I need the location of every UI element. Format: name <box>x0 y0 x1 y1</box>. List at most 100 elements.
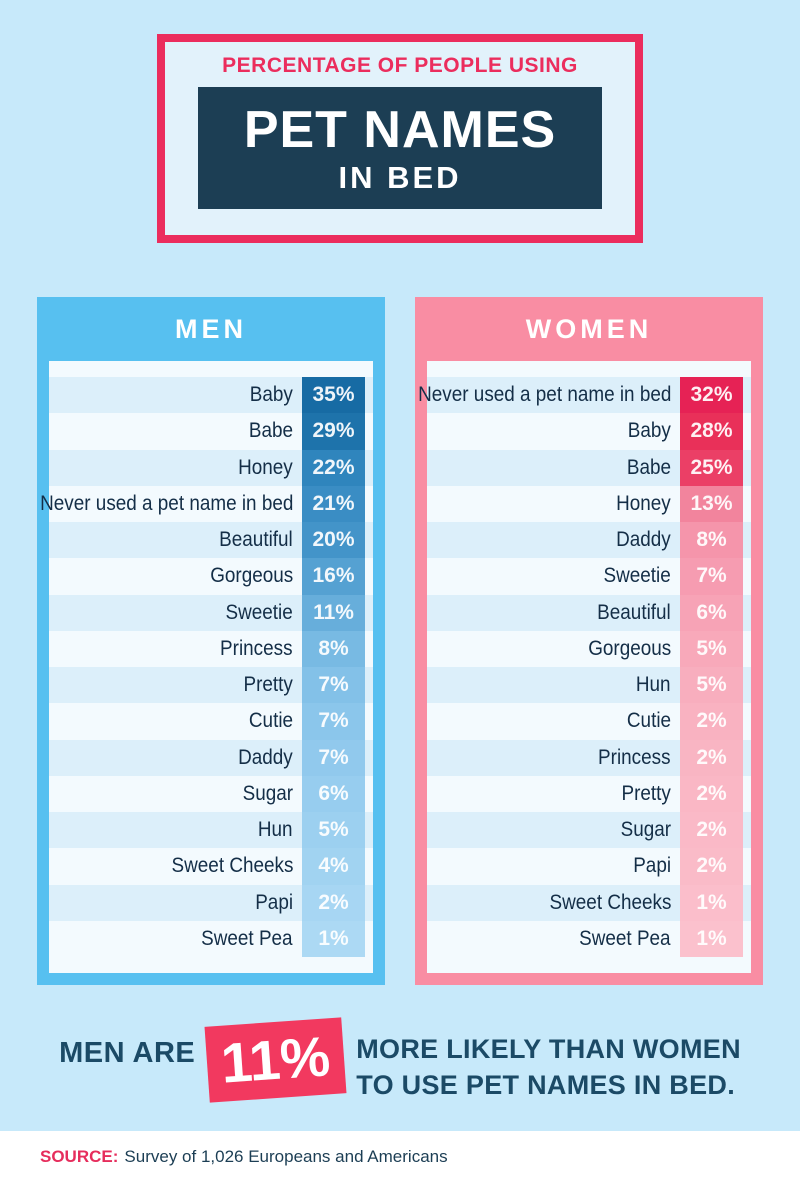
pet-name-label: Daddy <box>238 745 293 769</box>
table-row: Sweet Pea 1% <box>49 920 373 957</box>
percentage-cell: 11% <box>302 594 365 631</box>
pet-name-label: Babe <box>626 455 671 479</box>
table-row: Cutie 2% <box>427 703 751 740</box>
percentage-cell: 8% <box>302 630 365 667</box>
percentage-cell: 13% <box>680 485 743 522</box>
percentage-cell: 32% <box>680 377 743 414</box>
table-row: Never used a pet name in bed 21% <box>40 485 373 522</box>
percentage-cell: 6% <box>680 594 743 631</box>
source-bar: SOURCE: Survey of 1,026 Europeans and Am… <box>0 1131 800 1182</box>
table-row: Baby 28% <box>427 413 751 450</box>
pet-name-label: Papi <box>255 890 293 914</box>
table-row: Sweet Pea 1% <box>427 920 751 957</box>
pet-name-label: Sweetie <box>603 564 671 588</box>
table-row: Babe 25% <box>427 449 751 486</box>
women-column: WOMEN Never used a pet name in bed 32% B… <box>415 297 763 985</box>
percentage-cell: 7% <box>680 558 743 595</box>
women-list: Never used a pet name in bed 32% Baby 28… <box>418 361 751 973</box>
percentage-cell: 1% <box>680 920 743 957</box>
percentage-cell: 21% <box>302 485 365 522</box>
pet-name-label: Never used a pet name in bed <box>39 491 293 515</box>
table-row: Cutie 7% <box>49 703 373 740</box>
table-row: Hun 5% <box>49 812 373 849</box>
stat-line2: TO USE PET NAMES IN BED. <box>356 1070 736 1100</box>
percentage-cell: 5% <box>680 630 743 667</box>
table-row: Babe 29% <box>49 413 373 450</box>
pet-name-label: Sweet Cheeks <box>549 890 671 914</box>
men-list: Baby 35% Babe 29% Honey 22% Never used a… <box>40 361 373 973</box>
table-row: Princess 8% <box>49 630 373 667</box>
percentage-cell: 20% <box>302 522 365 559</box>
percentage-cell: 5% <box>680 667 743 704</box>
percentage-cell: 6% <box>302 775 365 812</box>
percentage-cell: 8% <box>680 522 743 559</box>
pet-name-label: Gorgeous <box>587 636 671 660</box>
table-row: Sweetie 11% <box>49 594 373 631</box>
pet-name-label: Gorgeous <box>209 564 293 588</box>
table-row: Pretty 7% <box>49 667 373 704</box>
pet-name-label: Sweetie <box>225 600 293 624</box>
pet-name-label: Cutie <box>626 709 671 733</box>
percentage-cell: 29% <box>302 413 365 450</box>
percentage-cell: 2% <box>680 739 743 776</box>
page-title: PET NAMES <box>243 100 557 159</box>
pet-name-label: Cutie <box>248 709 293 733</box>
percentage-cell: 2% <box>680 775 743 812</box>
stat-callout: MEN ARE 11% MORE LIKELY THAN WOMEN TO US… <box>0 1017 800 1103</box>
pet-name-label: Sweet Pea <box>579 926 671 950</box>
table-row: Sweetie 7% <box>427 558 751 595</box>
stat-line1: MORE LIKELY THAN WOMEN <box>356 1034 741 1064</box>
pet-name-label: Sugar <box>242 781 293 805</box>
pet-name-label: Princess <box>220 636 293 660</box>
table-row: Gorgeous 5% <box>427 630 751 667</box>
percentage-cell: 2% <box>680 812 743 849</box>
pet-name-label: Baby <box>249 383 293 407</box>
percentage-cell: 4% <box>302 848 365 885</box>
table-row: Hun 5% <box>427 667 751 704</box>
percentage-cell: 2% <box>302 884 365 921</box>
title-box: PET NAMES IN BED <box>198 87 602 209</box>
pet-name-label: Never used a pet name in bed <box>417 383 671 407</box>
table-row: Baby 35% <box>49 377 373 414</box>
pet-name-label: Sweet Pea <box>201 926 293 950</box>
pet-name-label: Beautiful <box>597 600 671 624</box>
table-row: Never used a pet name in bed 32% <box>418 377 751 414</box>
percentage-cell: 2% <box>680 848 743 885</box>
pet-name-label: Hun <box>636 673 671 697</box>
table-row: Honey 13% <box>427 485 751 522</box>
women-column-title: WOMEN <box>525 313 653 344</box>
percentage-cell: 5% <box>302 812 365 849</box>
men-column-title: MEN <box>175 313 247 344</box>
table-row: Sugar 2% <box>427 812 751 849</box>
percentage-cell: 35% <box>302 377 365 414</box>
men-column: MEN Baby 35% Babe 29% Honey 22% Never us… <box>37 297 385 985</box>
percentage-cell: 7% <box>302 703 365 740</box>
percentage-cell: 28% <box>680 413 743 450</box>
pet-name-label: Honey <box>238 455 293 479</box>
pet-name-label: Princess <box>598 745 671 769</box>
percentage-cell: 16% <box>302 558 365 595</box>
source-text: Survey of 1,026 Europeans and Americans <box>124 1146 448 1166</box>
pet-name-label: Babe <box>248 419 293 443</box>
pet-name-label: Honey <box>616 491 671 515</box>
stat-text: MORE LIKELY THAN WOMEN TO USE PET NAMES … <box>356 1030 741 1103</box>
pet-name-label: Papi <box>633 854 671 878</box>
percentage-cell: 1% <box>302 920 365 957</box>
source-label: SOURCE: <box>40 1146 119 1166</box>
pet-name-label: Pretty <box>243 673 293 697</box>
table-row: Papi 2% <box>427 848 751 885</box>
page-subtitle: IN BED <box>338 159 462 195</box>
table-row: Sugar 6% <box>49 775 373 812</box>
header-frame: PERCENTAGE OF PEOPLE USING PET NAMES IN … <box>157 34 643 243</box>
percentage-cell: 7% <box>302 739 365 776</box>
pet-name-label: Sweet Cheeks <box>171 854 293 878</box>
table-row: Sweet Cheeks 4% <box>49 848 373 885</box>
percentage-cell: 7% <box>302 667 365 704</box>
percentage-cell: 1% <box>680 884 743 921</box>
table-row: Sweet Cheeks 1% <box>427 884 751 921</box>
table-row: Honey 22% <box>49 449 373 486</box>
table-row: Papi 2% <box>49 884 373 921</box>
percentage-cell: 25% <box>680 449 743 486</box>
percentage-cell: 2% <box>680 703 743 740</box>
pet-name-label: Hun <box>258 818 293 842</box>
